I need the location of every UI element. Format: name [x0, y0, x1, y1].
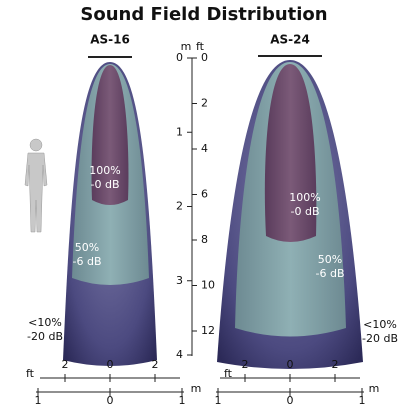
ft-scale-label: 2 — [62, 358, 69, 371]
m-tick-label: 2 — [176, 200, 183, 213]
m-tick-label: 4 — [176, 348, 183, 361]
unit: m — [191, 382, 202, 395]
level-db: -0 dB — [91, 178, 120, 191]
level-percent: 50% — [75, 241, 99, 254]
ft-tick-label: 12 — [201, 324, 215, 337]
m-tick-label: 1 — [176, 125, 183, 138]
m-tick-label: 0 — [176, 51, 183, 64]
ft-tick-label: 4 — [201, 142, 208, 155]
level-percent: 100% — [89, 164, 120, 177]
level-percent: <10% — [363, 318, 397, 331]
m-scale-label: 0 — [287, 394, 294, 407]
speaker-name: AS-24 — [270, 33, 310, 47]
ft-scale-label: 2 — [242, 358, 249, 371]
level-percent: 100% — [289, 191, 320, 204]
unit: ft — [224, 367, 233, 380]
m-scale-label: 1 — [179, 394, 186, 407]
ft-tick-label: 0 — [201, 51, 208, 64]
field-inner — [91, 65, 129, 205]
axis-unit: m — [181, 40, 192, 53]
field-inner — [264, 64, 317, 242]
m-scale-label: 1 — [359, 394, 366, 407]
level-db: -6 dB — [316, 267, 345, 280]
level-percent: 50% — [318, 253, 342, 266]
ft-scale-label: 0 — [287, 358, 294, 371]
axis-unit: ft — [196, 40, 205, 53]
level-db: -0 dB — [291, 205, 320, 218]
speaker-name: AS-16 — [90, 33, 130, 47]
ft-scale-label: 2 — [332, 358, 339, 371]
m-tick-label: 3 — [176, 274, 183, 287]
title: Sound Field Distribution — [80, 4, 327, 25]
ft-tick-label: 8 — [201, 233, 208, 246]
unit: m — [369, 382, 380, 395]
level-db: -6 dB — [73, 255, 102, 268]
m-scale-label: 1 — [35, 394, 42, 407]
ft-tick-label: 2 — [201, 97, 208, 110]
level-db: -20 dB — [27, 330, 63, 343]
ft-scale-label: 2 — [152, 358, 159, 371]
m-scale-label: 1 — [215, 394, 222, 407]
level-percent: <10% — [28, 316, 62, 329]
ft-tick-label: 10 — [201, 279, 215, 292]
ft-tick-label: 6 — [201, 188, 208, 201]
unit: ft — [26, 367, 35, 380]
m-scale-label: 0 — [107, 394, 114, 407]
ft-scale-label: 0 — [107, 358, 114, 371]
person-figure — [24, 138, 48, 233]
level-db: -20 dB — [362, 332, 398, 345]
